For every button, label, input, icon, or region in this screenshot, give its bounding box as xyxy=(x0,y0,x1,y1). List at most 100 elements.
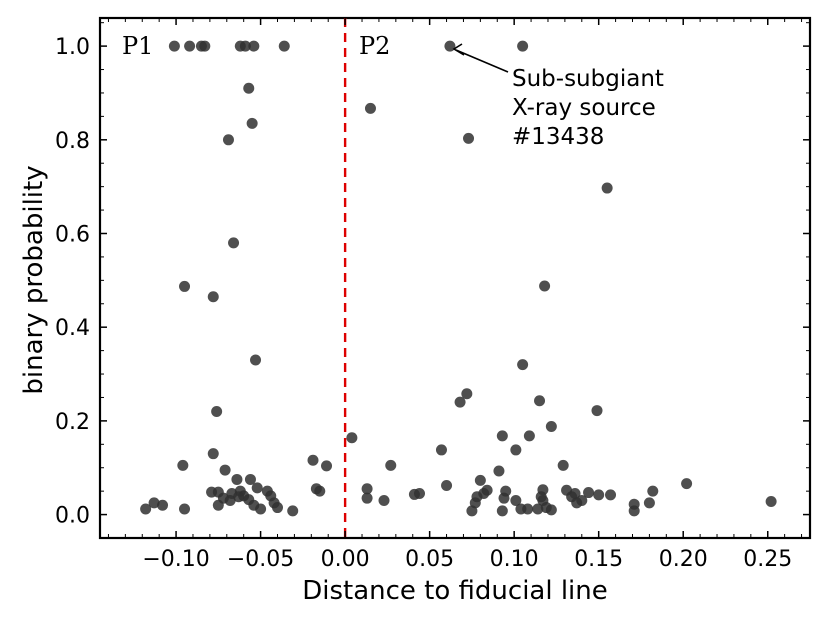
data-point xyxy=(361,492,373,504)
data-point xyxy=(212,499,224,511)
data-point xyxy=(228,237,240,249)
data-point xyxy=(414,487,425,499)
data-point xyxy=(244,473,256,485)
data-point xyxy=(207,448,219,460)
data-point xyxy=(628,505,640,517)
data-point xyxy=(557,459,569,471)
data-point xyxy=(523,430,535,442)
data-point xyxy=(534,395,546,407)
panel-label-p2: P2 xyxy=(359,32,390,60)
data-point xyxy=(765,495,777,507)
data-point xyxy=(532,503,544,515)
x-tick-label: 0.10 xyxy=(490,547,539,572)
axes-frame xyxy=(98,16,812,540)
data-point xyxy=(545,504,557,516)
x-tick-label: 0.20 xyxy=(659,547,708,572)
data-point xyxy=(496,430,508,442)
x-tick-label: 0.25 xyxy=(743,547,792,572)
data-point xyxy=(255,503,267,515)
data-point xyxy=(346,432,358,444)
data-point xyxy=(224,495,236,507)
data-point xyxy=(211,406,223,418)
data-point xyxy=(591,405,603,417)
data-point xyxy=(278,40,290,52)
data-point xyxy=(177,459,189,471)
data-point xyxy=(593,489,605,501)
data-point xyxy=(378,495,390,507)
ticks xyxy=(100,18,810,539)
x-tick-label: 0.05 xyxy=(405,547,454,572)
data-point xyxy=(148,497,160,509)
plot-frame xyxy=(98,16,812,540)
x-axis-label: Distance to fiducial line xyxy=(302,576,608,606)
data-point xyxy=(496,505,508,517)
annotation-line-2: X-ray source xyxy=(512,95,656,121)
data-point xyxy=(601,182,613,194)
data-point xyxy=(498,492,510,504)
data-point xyxy=(184,40,196,52)
data-point xyxy=(207,291,219,303)
data-point xyxy=(522,503,534,515)
x-tick-label: −0.05 xyxy=(227,547,294,572)
data-point xyxy=(239,40,251,52)
data-point xyxy=(510,444,522,456)
data-point xyxy=(140,503,152,515)
data-point xyxy=(251,482,263,494)
data-point xyxy=(321,460,333,472)
data-point xyxy=(168,40,180,52)
data-point xyxy=(441,480,453,492)
data-point xyxy=(222,134,234,146)
data-point xyxy=(605,489,617,501)
data-point xyxy=(435,444,447,456)
data-point xyxy=(272,502,283,514)
annotation-line-3: #13438 xyxy=(512,124,604,150)
data-point xyxy=(647,485,659,497)
data-points xyxy=(140,40,777,517)
annotation-line-1: Sub-subgiant xyxy=(512,66,664,92)
data-point xyxy=(474,474,486,486)
data-point xyxy=(199,40,211,52)
data-point xyxy=(179,503,191,515)
data-point xyxy=(510,495,522,507)
data-point xyxy=(466,505,478,517)
data-point xyxy=(444,40,456,52)
y-tick-label: 0.4 xyxy=(55,316,90,341)
panel-label-p1: P1 xyxy=(122,32,153,60)
data-point xyxy=(157,499,169,511)
data-point xyxy=(250,354,262,366)
data-point xyxy=(243,82,255,94)
y-tick-label: 0.0 xyxy=(55,504,90,529)
data-point xyxy=(463,132,475,144)
data-point xyxy=(571,497,583,509)
data-point xyxy=(219,464,231,476)
y-tick-label: 0.6 xyxy=(55,222,90,247)
data-point xyxy=(314,485,326,497)
x-tick-label: −0.10 xyxy=(142,547,209,572)
y-axis-label: binary probability xyxy=(19,165,49,394)
data-point xyxy=(539,280,551,292)
annotation-arrowhead xyxy=(452,43,465,56)
data-point xyxy=(246,117,258,129)
data-point xyxy=(493,465,505,477)
data-point xyxy=(454,396,466,408)
data-point xyxy=(545,421,557,433)
data-point xyxy=(385,459,397,471)
data-point xyxy=(287,505,299,517)
annotation-arrow xyxy=(455,49,509,73)
x-tick-label: 0.00 xyxy=(321,547,370,572)
data-point xyxy=(361,483,373,495)
data-point xyxy=(643,497,655,509)
data-point xyxy=(583,487,595,499)
x-tick-label: 0.15 xyxy=(574,547,623,572)
tick-labels: −0.10 −0.05 0.00 0.05 0.10 0.15 0.20 0.25 0.0 0.2… xyxy=(55,35,792,572)
y-tick-label: 0.8 xyxy=(55,129,90,154)
data-point xyxy=(364,102,376,114)
y-tick-label: 1.0 xyxy=(55,35,90,60)
data-point xyxy=(307,454,319,466)
data-point xyxy=(248,40,260,52)
data-point xyxy=(517,359,529,371)
data-point xyxy=(461,388,473,400)
data-point xyxy=(179,280,191,292)
data-point xyxy=(231,473,243,485)
